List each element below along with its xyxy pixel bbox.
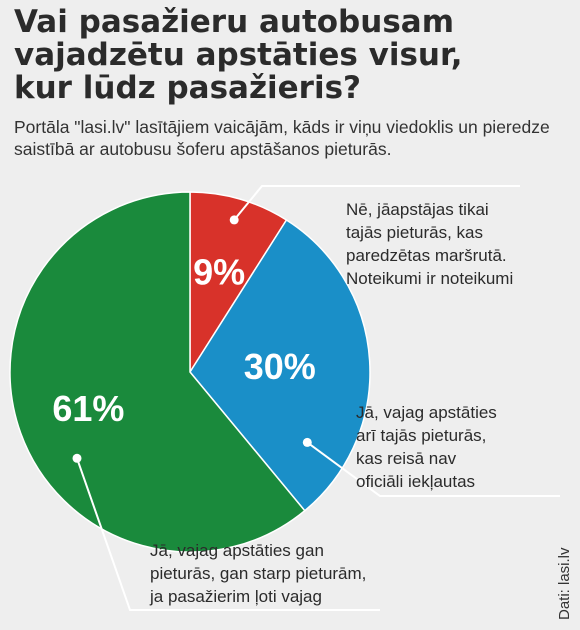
leader-line-61 — [76, 457, 380, 611]
leader-dot-61 — [72, 453, 82, 463]
chart-title: Vai pasažieru autobusam vajadzētu apstāt… — [14, 4, 463, 106]
leader-dot-9 — [229, 215, 239, 225]
slice-label-30: 30% — [244, 346, 316, 387]
leader-line-30 — [306, 441, 560, 497]
chart-subtitle: Portāla "lasi.lv" lasītājiem vaicājām, k… — [14, 117, 550, 159]
data-source: Dati: lasi.lv — [556, 547, 573, 620]
slice-annotation-9: Nē, jāapstājas tikai tajās pieturās, kas p… — [346, 200, 513, 288]
slice-annotation-61: Jā, vajag apstāties gan pieturās, gan sta… — [149, 541, 366, 606]
leader-line-9 — [233, 185, 520, 221]
pie-slice-30 — [189, 218, 371, 512]
pie-slice-61 — [9, 191, 306, 553]
slice-label-61: 61% — [52, 388, 124, 429]
slice-annotation-30: Jā, vajag apstāties arī tajās pieturās, ka… — [356, 403, 497, 491]
leader-dot-30 — [302, 437, 312, 447]
slice-label-9: 9% — [193, 251, 245, 292]
pie-slice-9 — [189, 191, 288, 375]
